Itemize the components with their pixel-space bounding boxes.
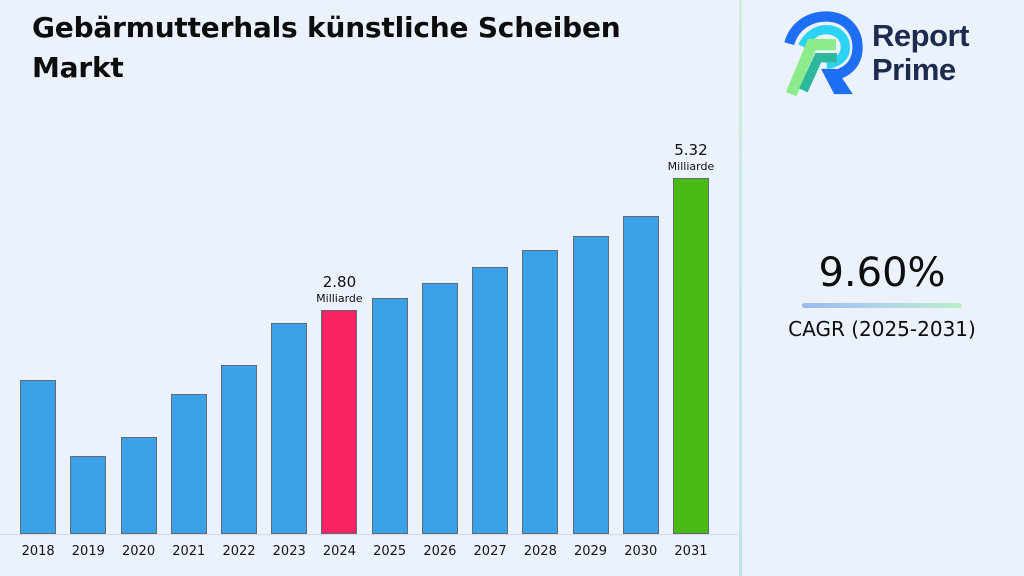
bar-column: 2.80 Milliarde 2024 bbox=[314, 140, 364, 559]
bar-value-unit: Milliarde bbox=[667, 160, 715, 173]
year-label-2021: 2021 bbox=[172, 544, 206, 559]
year-label-2031: 2031 bbox=[674, 544, 708, 559]
bar-2025 bbox=[371, 298, 408, 534]
cagr-label: CAGR (2025-2031) bbox=[788, 317, 976, 341]
bar-column: 2020 bbox=[113, 140, 163, 559]
bar-column: 2027 bbox=[465, 140, 515, 559]
bar-column: 2028 bbox=[515, 140, 565, 559]
bar-2023 bbox=[271, 323, 308, 534]
bar-2021 bbox=[170, 394, 207, 534]
bar-value-unit: Milliarde bbox=[316, 292, 363, 305]
bar-2024 bbox=[321, 310, 358, 534]
bar-value-label: 5.32 Milliarde bbox=[668, 141, 715, 173]
year-label-2019: 2019 bbox=[71, 544, 105, 559]
bar-2018 bbox=[20, 380, 57, 534]
bar-chart: 2018 2019 2020 2021 2022 2023 2.80 Milliarde 202… bbox=[13, 140, 716, 559]
bar-value-number: 5.32 bbox=[674, 141, 708, 159]
bar-column: 2025 bbox=[365, 140, 415, 559]
x-axis-baseline bbox=[0, 534, 738, 535]
year-label-2028: 2028 bbox=[523, 544, 557, 559]
wordmark-line1: Report bbox=[872, 18, 969, 53]
report-prime-logo-icon bbox=[784, 11, 863, 96]
report-prime-wordmark: Report Prime bbox=[872, 19, 969, 87]
year-label-2023: 2023 bbox=[272, 544, 306, 559]
bar-2029 bbox=[572, 236, 609, 534]
report-prime-logo: Report Prime bbox=[780, 10, 969, 96]
bar-2031 bbox=[672, 178, 709, 534]
bar-column: 2022 bbox=[214, 140, 264, 559]
year-label-2030: 2030 bbox=[624, 544, 658, 559]
year-label-2025: 2025 bbox=[373, 544, 407, 559]
bar-2030 bbox=[622, 216, 659, 534]
wordmark-line2: Prime bbox=[872, 52, 956, 87]
year-label-2020: 2020 bbox=[122, 544, 156, 559]
page-title: Gebärmutterhals künstliche Scheiben Mark… bbox=[32, 8, 722, 88]
bar-column: 2018 bbox=[13, 140, 63, 559]
plot-area: 2018 2019 2020 2021 2022 2023 2.80 Milliarde 202… bbox=[13, 140, 716, 559]
bar-column: 2026 bbox=[415, 140, 465, 559]
divider-line bbox=[739, 0, 742, 576]
bar-column: 2023 bbox=[264, 140, 314, 559]
year-label-2026: 2026 bbox=[423, 544, 457, 559]
bar-value-number: 2.80 bbox=[322, 273, 357, 291]
bar-2028 bbox=[522, 250, 559, 534]
bar-column: 2019 bbox=[63, 140, 113, 559]
year-label-2029: 2029 bbox=[573, 544, 608, 559]
page-title-line1: Gebärmutterhals künstliche Scheiben bbox=[32, 11, 621, 44]
year-label-2027: 2027 bbox=[473, 544, 507, 559]
bar-2027 bbox=[472, 267, 509, 534]
bar-2020 bbox=[120, 437, 157, 534]
bar-column: 2030 bbox=[616, 140, 666, 559]
bar-2026 bbox=[421, 283, 458, 534]
bar-2022 bbox=[220, 365, 257, 534]
year-label-2018: 2018 bbox=[21, 544, 55, 559]
bar-column: 2021 bbox=[164, 140, 214, 559]
bar-column: 5.32 Milliarde 2031 bbox=[666, 140, 716, 559]
bar-value-label: 2.80 Milliarde bbox=[316, 273, 363, 305]
bar-2019 bbox=[70, 456, 107, 534]
year-label-2024: 2024 bbox=[322, 544, 356, 559]
cagr-block: 9.60% CAGR (2025-2031) bbox=[740, 250, 1024, 341]
cagr-underline bbox=[802, 303, 962, 308]
bar-column: 2029 bbox=[565, 140, 615, 559]
page-title-line2: Markt bbox=[32, 51, 124, 84]
year-label-2022: 2022 bbox=[222, 544, 256, 559]
cagr-value: 9.60% bbox=[818, 250, 946, 296]
